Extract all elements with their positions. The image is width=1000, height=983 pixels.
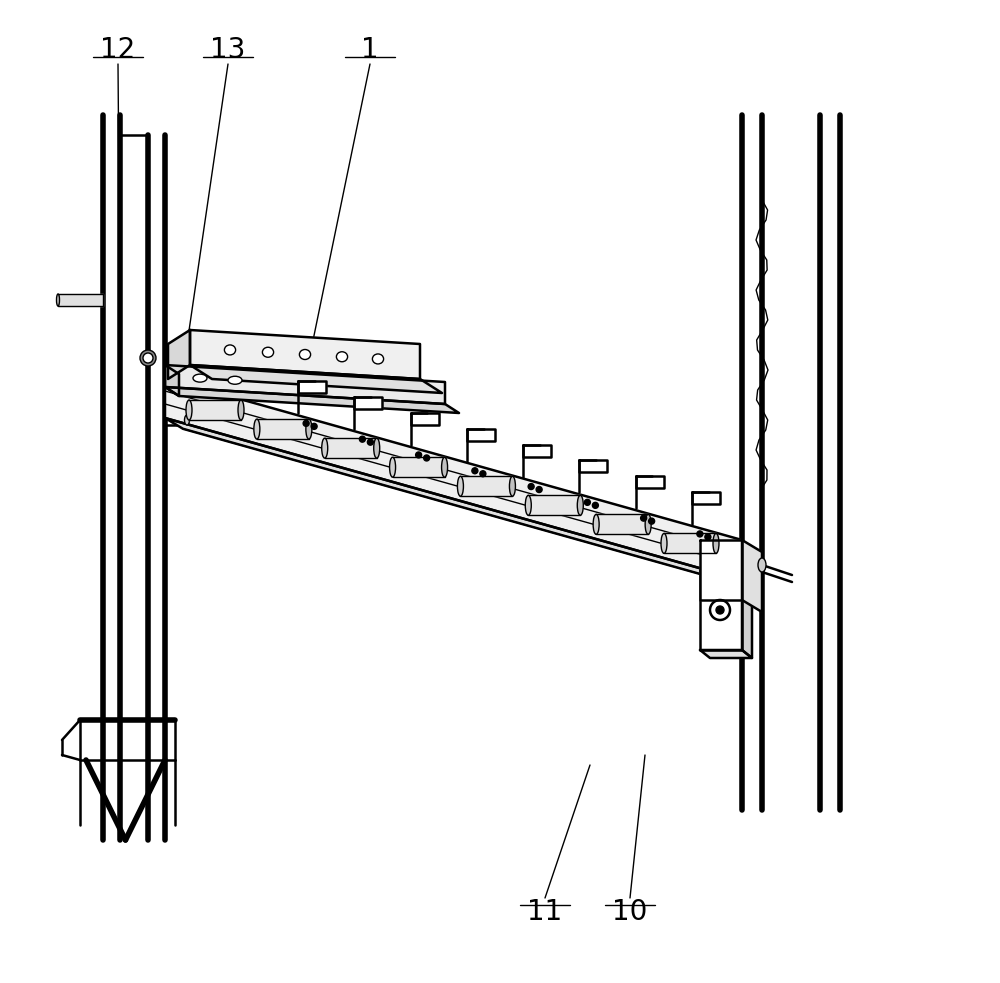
Polygon shape [700, 570, 742, 650]
Polygon shape [190, 330, 420, 379]
Circle shape [536, 487, 542, 492]
Circle shape [649, 518, 655, 524]
Circle shape [710, 600, 730, 620]
Ellipse shape [254, 419, 260, 439]
Ellipse shape [593, 514, 599, 535]
Ellipse shape [457, 476, 463, 496]
Polygon shape [165, 365, 179, 396]
Ellipse shape [336, 352, 348, 362]
Ellipse shape [228, 376, 242, 384]
Polygon shape [165, 418, 760, 591]
Polygon shape [165, 365, 445, 404]
Ellipse shape [509, 476, 515, 496]
Ellipse shape [193, 375, 207, 382]
Polygon shape [692, 492, 720, 504]
Text: 1: 1 [361, 36, 379, 64]
Text: 13: 13 [210, 36, 246, 64]
Ellipse shape [390, 457, 396, 477]
Polygon shape [189, 400, 241, 420]
Ellipse shape [322, 438, 328, 458]
Ellipse shape [186, 400, 192, 420]
Circle shape [716, 606, 724, 614]
Ellipse shape [262, 347, 274, 357]
Ellipse shape [442, 457, 448, 477]
Ellipse shape [661, 534, 667, 553]
Ellipse shape [184, 415, 190, 425]
Circle shape [303, 421, 309, 427]
Ellipse shape [645, 514, 651, 535]
Polygon shape [742, 540, 762, 612]
Circle shape [359, 436, 365, 442]
Polygon shape [165, 387, 459, 413]
Circle shape [311, 424, 317, 430]
Polygon shape [257, 419, 309, 439]
Polygon shape [354, 397, 382, 409]
Polygon shape [700, 540, 742, 600]
Polygon shape [325, 438, 377, 458]
Ellipse shape [713, 534, 719, 553]
Circle shape [480, 471, 486, 477]
Ellipse shape [224, 345, 236, 355]
Ellipse shape [306, 419, 312, 439]
Polygon shape [636, 476, 664, 489]
Polygon shape [523, 444, 551, 456]
Polygon shape [700, 650, 752, 658]
Polygon shape [467, 429, 495, 440]
Polygon shape [460, 476, 512, 496]
Circle shape [705, 534, 711, 540]
Circle shape [424, 455, 430, 461]
Circle shape [140, 350, 156, 366]
Polygon shape [58, 294, 103, 306]
Circle shape [367, 439, 373, 445]
Text: 11: 11 [527, 898, 563, 926]
Polygon shape [596, 514, 648, 535]
Ellipse shape [525, 495, 531, 515]
Polygon shape [165, 378, 742, 580]
Circle shape [697, 531, 703, 537]
Polygon shape [190, 365, 442, 393]
Circle shape [528, 484, 534, 490]
Polygon shape [411, 413, 439, 425]
Polygon shape [298, 381, 326, 393]
Text: 12: 12 [100, 36, 136, 64]
Ellipse shape [56, 294, 60, 306]
Circle shape [416, 452, 422, 458]
Polygon shape [579, 460, 607, 473]
Ellipse shape [299, 350, 311, 360]
Ellipse shape [238, 400, 244, 420]
Polygon shape [664, 534, 716, 553]
Ellipse shape [372, 354, 384, 364]
Circle shape [641, 515, 647, 521]
Circle shape [584, 499, 590, 505]
Ellipse shape [577, 495, 583, 515]
Text: 10: 10 [612, 898, 648, 926]
Circle shape [472, 468, 478, 474]
Circle shape [592, 502, 598, 508]
Polygon shape [168, 330, 190, 379]
Ellipse shape [374, 438, 380, 458]
Circle shape [143, 353, 153, 363]
Polygon shape [742, 570, 752, 658]
Polygon shape [528, 495, 580, 515]
Polygon shape [393, 457, 445, 477]
Ellipse shape [758, 558, 766, 572]
